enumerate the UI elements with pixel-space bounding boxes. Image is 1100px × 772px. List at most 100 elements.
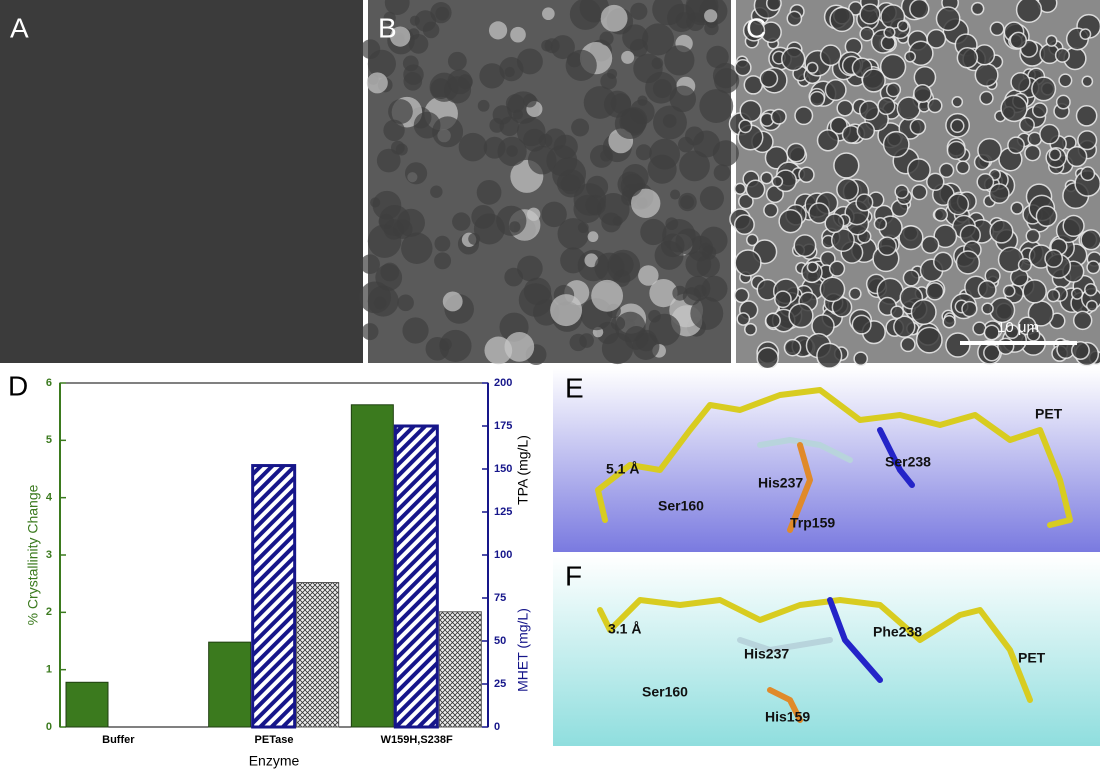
pore bbox=[997, 337, 1015, 355]
pore bbox=[1017, 257, 1033, 273]
pore bbox=[824, 213, 845, 234]
pore bbox=[622, 24, 649, 51]
pore bbox=[851, 314, 872, 335]
pore bbox=[765, 0, 782, 12]
y2-axis-label: TPA (mg/L) bbox=[515, 435, 531, 505]
texture-b bbox=[359, 0, 740, 365]
pore bbox=[704, 9, 718, 23]
pore bbox=[890, 305, 905, 320]
pore bbox=[512, 109, 524, 120]
pore bbox=[938, 162, 955, 179]
pore bbox=[447, 51, 467, 71]
pore bbox=[395, 143, 408, 156]
y-tick-label: 4 bbox=[46, 492, 53, 504]
pore bbox=[1026, 327, 1041, 342]
pore bbox=[497, 136, 527, 167]
pore bbox=[1002, 284, 1016, 298]
pore bbox=[383, 11, 396, 25]
pore bbox=[1079, 28, 1092, 41]
pore bbox=[877, 236, 897, 257]
pore bbox=[1024, 144, 1041, 162]
pore bbox=[653, 105, 687, 140]
pore bbox=[390, 26, 411, 47]
pore bbox=[1066, 146, 1088, 168]
pore bbox=[665, 217, 679, 231]
pore bbox=[816, 129, 840, 152]
residue-label: Phe238 bbox=[873, 624, 922, 640]
pore bbox=[1084, 283, 1098, 297]
pore bbox=[1025, 228, 1041, 244]
pore bbox=[898, 224, 924, 251]
pore bbox=[798, 166, 815, 184]
pore bbox=[1075, 104, 1098, 127]
pore bbox=[760, 171, 774, 185]
residue-label: Ser160 bbox=[642, 684, 688, 700]
pore bbox=[648, 313, 681, 346]
pore bbox=[664, 45, 695, 76]
pore bbox=[402, 55, 419, 72]
pore bbox=[599, 31, 614, 46]
pore bbox=[885, 82, 902, 98]
pore bbox=[712, 62, 739, 89]
pore bbox=[830, 228, 855, 253]
pore bbox=[635, 144, 652, 161]
pore bbox=[591, 279, 624, 312]
x-tick-label: PETase bbox=[255, 734, 294, 746]
pore bbox=[1018, 116, 1035, 133]
pore bbox=[621, 50, 635, 64]
pore bbox=[853, 351, 869, 367]
pore bbox=[704, 20, 719, 36]
pore bbox=[541, 39, 553, 52]
pore bbox=[848, 287, 862, 301]
pore bbox=[733, 287, 750, 304]
pore bbox=[945, 332, 971, 358]
residue-label: Ser160 bbox=[658, 498, 704, 514]
residue-label: His159 bbox=[765, 709, 810, 725]
pore bbox=[904, 50, 917, 63]
pore bbox=[896, 19, 909, 32]
pore bbox=[742, 19, 766, 42]
pore bbox=[836, 99, 854, 117]
pore bbox=[458, 132, 488, 162]
pore bbox=[879, 53, 907, 81]
y-tick-label: 6 bbox=[46, 377, 52, 389]
pore bbox=[829, 6, 855, 33]
pore bbox=[794, 106, 814, 126]
pore bbox=[366, 72, 388, 94]
texture-c bbox=[728, 0, 1100, 370]
pore bbox=[617, 171, 643, 197]
pore bbox=[401, 232, 433, 264]
pore bbox=[950, 118, 965, 134]
pore bbox=[565, 49, 597, 81]
pore bbox=[921, 235, 940, 254]
bar bbox=[251, 464, 297, 729]
residue-label: His237 bbox=[758, 475, 803, 491]
pore bbox=[909, 0, 930, 20]
pore bbox=[873, 217, 888, 231]
pore bbox=[601, 212, 622, 233]
pore bbox=[956, 46, 979, 69]
pore bbox=[833, 152, 860, 179]
y-tick-label: 3 bbox=[46, 549, 52, 561]
pore bbox=[435, 6, 450, 21]
pore bbox=[979, 90, 994, 106]
pore bbox=[1046, 288, 1061, 303]
pore bbox=[505, 94, 525, 113]
panel-label: A bbox=[10, 12, 29, 43]
pore bbox=[894, 184, 910, 199]
scale-bar-label: 10 μm bbox=[997, 319, 1039, 336]
pore bbox=[883, 26, 896, 39]
bar bbox=[438, 611, 482, 728]
pore bbox=[970, 1, 985, 16]
sem-image-a bbox=[0, 0, 363, 363]
pore bbox=[1039, 123, 1060, 145]
pore bbox=[620, 107, 648, 134]
pore bbox=[909, 118, 927, 136]
pore bbox=[1044, 249, 1064, 268]
pore bbox=[380, 262, 400, 282]
pore bbox=[516, 117, 546, 147]
pore bbox=[397, 294, 414, 312]
pore bbox=[376, 148, 401, 173]
pore bbox=[638, 265, 659, 286]
